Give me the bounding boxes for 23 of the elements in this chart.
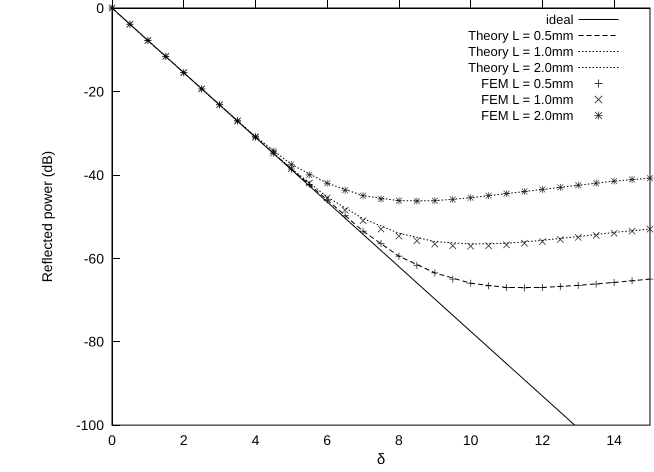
x-axis-title: δ bbox=[376, 451, 386, 468]
y-tick-label: -20 bbox=[84, 83, 104, 100]
x-tick-label: 10 bbox=[462, 432, 479, 448]
x-tick-label: 0 bbox=[108, 432, 116, 448]
x-tick-label: 4 bbox=[252, 432, 260, 448]
legend-label: Theory L = 2.0mm bbox=[468, 60, 574, 75]
legend-label: FEM L = 1.0mm bbox=[481, 92, 574, 107]
legend-label: Theory L = 0.5mm bbox=[468, 28, 574, 43]
legend-label: FEM L = 2.0mm bbox=[481, 108, 574, 123]
y-tick-label: -80 bbox=[84, 334, 104, 350]
x-tick-label: 14 bbox=[606, 432, 622, 448]
y-tick-label: 0 bbox=[96, 0, 104, 16]
x-tick-label: 8 bbox=[395, 432, 404, 448]
y-tick-label: -60 bbox=[84, 250, 104, 266]
legend-label: ideal bbox=[546, 12, 574, 27]
y-tick-label: -40 bbox=[84, 166, 104, 183]
legend-label: FEM L = 0.5mm bbox=[481, 76, 574, 91]
y-axis-title: Reflected power (dB) bbox=[39, 150, 55, 282]
x-tick-label: 2 bbox=[180, 432, 188, 448]
legend-label: Theory L = 1.0mm bbox=[468, 44, 574, 59]
x-tick-label: 6 bbox=[323, 432, 332, 448]
x-tick-label: 12 bbox=[534, 432, 550, 448]
y-tick-label: -100 bbox=[76, 417, 104, 434]
